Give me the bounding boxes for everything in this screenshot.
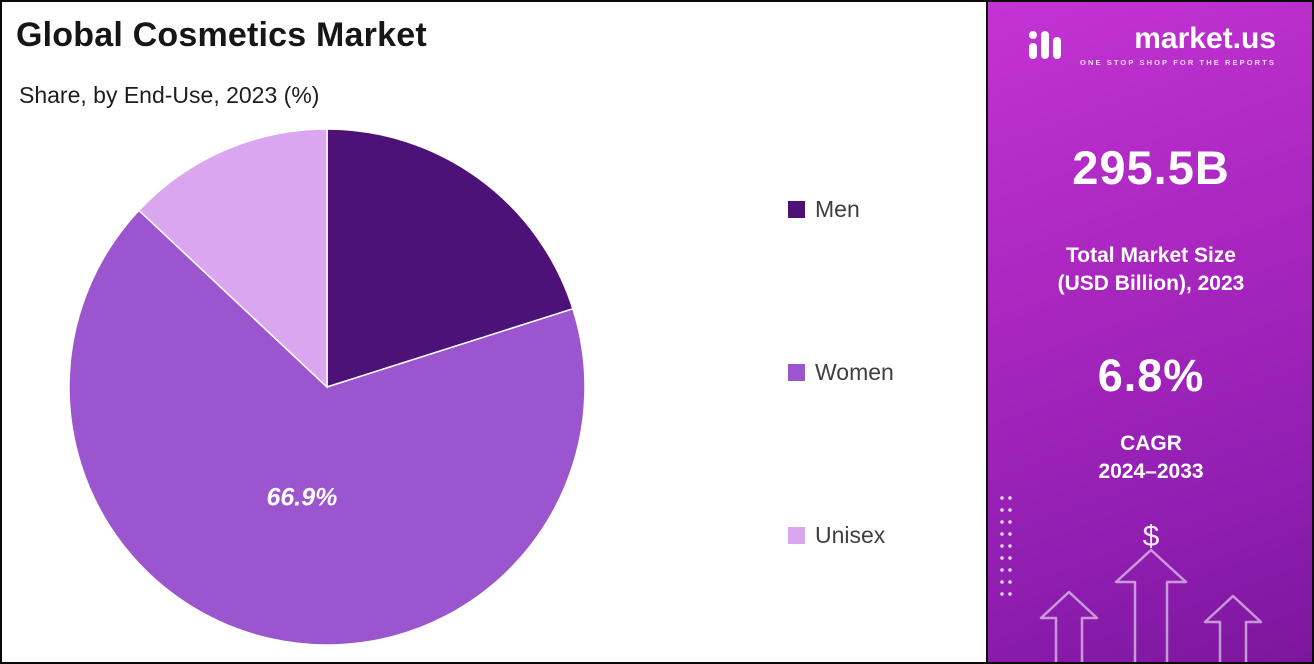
legend-swatch-unisex — [788, 527, 805, 544]
legend-item-unisex: Unisex — [788, 522, 894, 549]
chart-area: Global Cosmetics Market Share, by End-Us… — [2, 2, 986, 662]
info-panel: market.us ONE STOP SHOP FOR THE REPORTS … — [986, 2, 1312, 662]
pie-slice-unisex — [137, 128, 328, 389]
legend-label-women: Women — [815, 359, 894, 385]
market-size-value: 295.5B — [1072, 141, 1230, 194]
pie-slice-women — [68, 209, 586, 646]
pie-chart-svg: 66.9% — [68, 128, 586, 646]
legend-item-women: Women — [788, 359, 894, 386]
pie-data-label-women: 66.9% — [266, 484, 337, 512]
page-title: Global Cosmetics Market — [16, 16, 427, 54]
pie-slice-men — [326, 128, 574, 389]
brand-name: market.us — [1134, 22, 1276, 55]
cagr-label-line2: 2024–2033 — [1098, 460, 1204, 484]
legend-swatch-women — [788, 364, 805, 381]
market-size-label-line1: Total Market Size — [1066, 244, 1236, 267]
dollar-sign: $ — [1142, 520, 1160, 553]
logo-text: market.us ONE STOP SHOP FOR THE REPORTS — [1080, 22, 1276, 67]
pie-chart: 66.9% — [65, 125, 589, 649]
market-size-label-line2: (USD Billion), 2023 — [1057, 272, 1245, 296]
cagr-value: 6.8% — [1097, 350, 1205, 401]
chart-legend: Men Women Unisex — [788, 196, 894, 549]
cagr-label: CAGR 2024–2033 — [988, 430, 1312, 487]
market-size-label: Total Market Size (USD Billion), 2023 — [988, 242, 1312, 299]
market-us-logo-icon — [1029, 31, 1062, 59]
legend-item-men: Men — [788, 196, 894, 223]
chart-subtitle: Share, by End-Use, 2023 (%) — [19, 82, 320, 108]
legend-label-men: Men — [815, 196, 860, 222]
cagr-label-line1: CAGR — [1120, 432, 1182, 455]
brand-tagline: ONE STOP SHOP FOR THE REPORTS — [1080, 58, 1276, 67]
growth-arrows-icon — [1039, 548, 1263, 662]
dots-decoration — [998, 492, 1014, 604]
legend-swatch-men — [788, 201, 805, 218]
legend-label-unisex: Unisex — [815, 522, 886, 548]
brand-logo: market.us ONE STOP SHOP FOR THE REPORTS — [988, 22, 1312, 67]
